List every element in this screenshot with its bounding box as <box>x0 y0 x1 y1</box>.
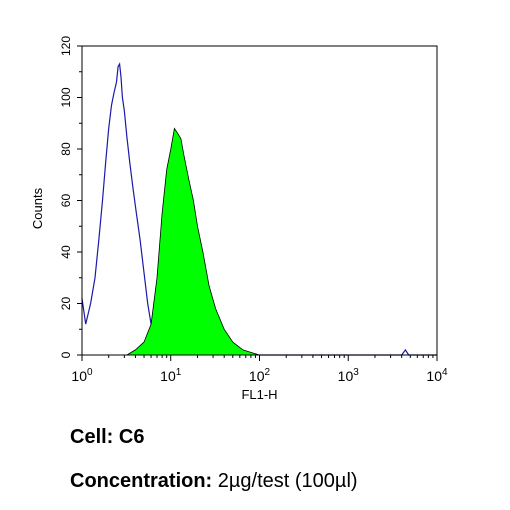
y-tick-label: 20 <box>59 297 73 311</box>
cell-value: C6 <box>118 426 145 448</box>
y-tick-label: 0 <box>59 351 73 358</box>
series-0-outline-histogram <box>81 62 155 325</box>
y-tick-label: 60 <box>59 194 73 208</box>
x-tick-label: 104 <box>426 367 448 384</box>
y-tick-label: 40 <box>59 245 73 259</box>
y-tick-label: 120 <box>59 36 73 56</box>
concentration-value: 2µg/test (100µl) <box>217 470 358 492</box>
caption-concentration: Concentration: 2µg/test (100µl) <box>70 470 358 493</box>
y-tick-label: 80 <box>59 142 73 156</box>
cell-label: Cell: <box>70 426 114 448</box>
x-tick-label: 100 <box>71 367 93 384</box>
flow-histogram-chart: 0 20 40 60 80 100 120 100 101 102 103 104 FL1-H Co… <box>30 36 448 402</box>
x-tick-label: 103 <box>338 367 360 384</box>
x-tick-label: 102 <box>249 367 271 384</box>
x-tick-label: 101 <box>160 367 182 384</box>
series-2-outline-histogram <box>259 348 437 356</box>
x-axis-label: FL1-H <box>241 387 277 402</box>
series-1-filled-histogram <box>125 127 260 356</box>
concentration-label: Concentration: <box>70 470 213 492</box>
y-axis-label: Counts <box>30 187 45 229</box>
caption-cell: Cell: C6 <box>70 426 144 449</box>
y-tick-label: 100 <box>59 87 73 107</box>
